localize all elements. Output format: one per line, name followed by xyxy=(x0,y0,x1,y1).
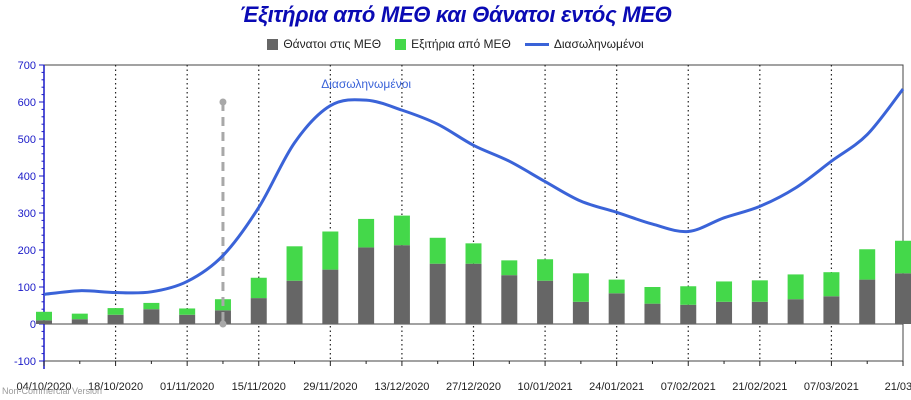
x-tick-label: 07/02/2021 xyxy=(661,381,716,393)
bar-deaths xyxy=(393,245,410,324)
x-tick-label: 29/11/2020 xyxy=(303,381,357,393)
bar-discharges xyxy=(322,231,339,270)
y-tick-label: 300 xyxy=(18,208,36,220)
bar-deaths xyxy=(143,309,160,324)
x-tick-label: 04/10/2020 xyxy=(16,381,71,393)
bar-discharges xyxy=(823,272,840,297)
legend-swatch-discharges xyxy=(395,38,407,50)
bar-deaths xyxy=(608,293,625,324)
bar-deaths xyxy=(680,304,697,324)
bar-discharges xyxy=(465,243,482,264)
bar-deaths xyxy=(358,247,375,324)
marker-bottom-point xyxy=(219,320,227,328)
bar-deaths xyxy=(859,279,876,324)
bar-discharges xyxy=(787,274,804,300)
legend-item-deaths[interactable]: Θάνατοι στις ΜΕΘ xyxy=(267,37,381,51)
bar-deaths xyxy=(179,314,196,324)
legend-label-intubated: Διασωληνωμένοι xyxy=(553,37,644,51)
x-tick-label: 01/11/2020 xyxy=(160,381,214,393)
chart-title: Έξιτήρια από ΜΕΘ και Θάνατοι εντός ΜΕΘ xyxy=(239,2,672,27)
x-tick-label: 07/03/2021 xyxy=(804,381,859,393)
legend-swatch-intubated xyxy=(524,42,549,46)
y-tick-label: 700 xyxy=(18,60,36,72)
x-tick-label: 21/03/2 xyxy=(885,381,911,393)
bar-deaths xyxy=(787,299,804,324)
line-annotation-label: Διασωληνωμένοι xyxy=(321,77,411,91)
y-tick-label: 600 xyxy=(18,97,36,109)
x-tick-label: 24/01/2021 xyxy=(589,381,644,393)
bar-discharges xyxy=(716,281,733,302)
bar-deaths xyxy=(71,319,88,324)
x-tick-label: 15/11/2020 xyxy=(232,381,286,393)
legend-swatch-deaths xyxy=(267,38,279,50)
bar-discharges xyxy=(608,279,625,294)
bar-deaths xyxy=(465,263,482,324)
y-tick-label: 0 xyxy=(30,319,36,331)
bar-discharges xyxy=(751,280,768,302)
bar-discharges xyxy=(895,240,911,274)
bar-deaths xyxy=(644,303,661,324)
bar-discharges xyxy=(393,215,410,246)
bar-discharges xyxy=(71,313,88,320)
legend-label-deaths: Θάνατοι στις ΜΕΘ xyxy=(283,37,382,51)
bar-discharges xyxy=(250,277,267,299)
y-tick-label: 400 xyxy=(18,171,36,183)
line-intubated xyxy=(43,88,905,296)
legend: Θάνατοι στις ΜΕΘ Εξιτήρια από ΜΕΘ Διασωλ… xyxy=(0,37,911,51)
bar-deaths xyxy=(823,296,840,324)
bar-deaths xyxy=(429,263,446,324)
x-tick-label: 21/02/2021 xyxy=(732,381,787,393)
bar-discharges xyxy=(572,273,589,302)
legend-label-discharges: Εξιτήρια από ΜΕΘ xyxy=(411,37,511,51)
bar-discharges xyxy=(143,302,160,310)
bar-discharges xyxy=(358,218,375,248)
y-tick-label: 500 xyxy=(18,134,36,146)
y-tick-label: -100 xyxy=(14,356,36,368)
bar-deaths xyxy=(537,280,554,324)
y-tick-label: 200 xyxy=(18,245,36,257)
x-tick-label: 10/01/2021 xyxy=(518,381,573,393)
bar-discharges xyxy=(501,260,518,276)
bar-deaths xyxy=(107,314,124,324)
bar-discharges xyxy=(429,237,446,264)
marker-top-point xyxy=(219,98,227,106)
legend-item-intubated[interactable]: Διασωληνωμένοι xyxy=(524,37,644,51)
bar-discharges xyxy=(859,249,876,280)
bar-deaths xyxy=(286,280,303,324)
bar-discharges xyxy=(644,287,661,304)
bar-deaths xyxy=(250,298,267,324)
bar-deaths xyxy=(501,275,518,324)
bar-deaths xyxy=(751,301,768,324)
bar-discharges xyxy=(36,311,52,321)
bar-discharges xyxy=(179,308,196,315)
bar-deaths xyxy=(322,269,339,324)
y-tick-label: 100 xyxy=(18,282,36,294)
watermark: Non-Commercial Version xyxy=(2,386,103,396)
legend-item-discharges[interactable]: Εξιτήρια από ΜΕΘ xyxy=(395,37,511,51)
bar-deaths xyxy=(895,273,911,324)
bar-discharges xyxy=(107,308,124,315)
bar-discharges xyxy=(286,246,303,281)
bar-deaths xyxy=(36,320,52,324)
x-tick-label: 27/12/2020 xyxy=(446,381,501,393)
bar-deaths xyxy=(716,301,733,324)
x-tick-label: 18/10/2020 xyxy=(88,381,143,393)
x-tick-label: 13/12/2020 xyxy=(374,381,429,393)
bar-discharges xyxy=(537,259,554,281)
bar-discharges xyxy=(680,286,697,305)
bar-deaths xyxy=(572,301,589,324)
